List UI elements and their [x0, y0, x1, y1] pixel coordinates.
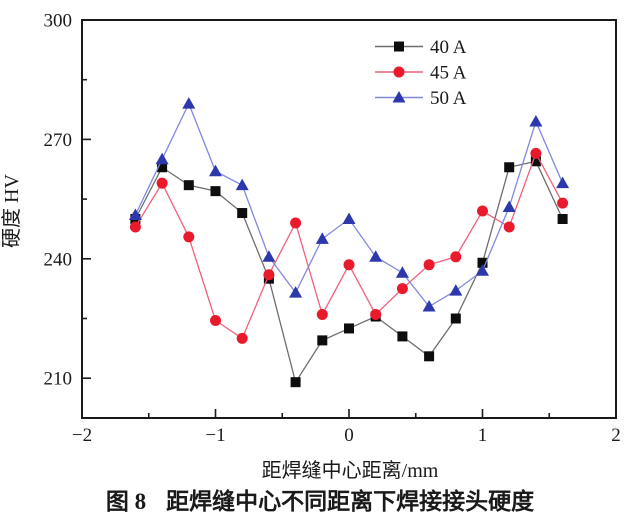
data-point — [530, 147, 542, 159]
data-point — [503, 221, 515, 233]
data-point — [183, 231, 195, 243]
data-point — [315, 232, 329, 244]
legend-label: 50 A — [430, 88, 467, 109]
data-point — [210, 186, 221, 197]
data-point — [422, 300, 436, 312]
y-tick-label: 270 — [44, 130, 73, 151]
x-tick-label: −1 — [205, 425, 225, 446]
data-point — [557, 214, 568, 224]
plot-area: −2 −1 0 1 2 210 240 270 300 40 A 45 A 50 A — [44, 11, 621, 447]
series-line — [134, 151, 564, 340]
data-point — [157, 162, 168, 173]
data-point — [316, 309, 328, 321]
data-point — [237, 208, 248, 219]
legend-marker — [393, 66, 405, 78]
legend-label: 45 A — [430, 63, 467, 84]
data-point — [289, 286, 303, 298]
data-point — [450, 251, 462, 263]
data-point — [235, 178, 249, 191]
y-tick-label: 210 — [44, 369, 73, 390]
x-axis-title: 距焊缝中心距离/mm — [262, 459, 439, 482]
x-tick-label: 0 — [344, 425, 354, 446]
legend-marker — [394, 41, 404, 52]
data-point — [156, 177, 168, 189]
data-point — [343, 259, 355, 271]
data-point — [477, 205, 488, 217]
x-tick-label: −2 — [72, 425, 92, 446]
data-point — [504, 162, 515, 173]
data-point — [210, 314, 221, 326]
data-point — [424, 351, 435, 362]
data-point — [423, 259, 435, 271]
data-point — [556, 176, 570, 189]
y-tick-label: 240 — [44, 249, 73, 270]
legend: 40 A 45 A 50 A — [375, 37, 467, 109]
data-point — [209, 164, 222, 177]
data-point — [450, 313, 461, 324]
data-point — [317, 335, 328, 346]
data-point — [342, 212, 356, 224]
data-point — [183, 180, 194, 191]
data-point — [262, 250, 276, 262]
data-point — [369, 250, 383, 262]
data-point — [502, 200, 516, 213]
figure-caption: 图 8 距焊缝中心不同距离下焊接接头硬度 — [106, 488, 535, 514]
data-point — [477, 257, 488, 268]
data-point — [397, 331, 408, 342]
data-point — [128, 208, 142, 221]
x-tick-label: 1 — [478, 425, 488, 446]
legend-marker — [392, 91, 406, 103]
legend-label: 40 A — [430, 37, 467, 58]
data-point — [530, 156, 541, 167]
data-point — [449, 284, 463, 296]
data-point — [344, 323, 354, 334]
data-point — [395, 266, 409, 278]
data-point — [557, 197, 569, 209]
data-point — [182, 97, 196, 109]
data-point — [155, 152, 169, 165]
x-tick-label: 2 — [611, 425, 621, 446]
data-point — [476, 264, 489, 276]
series-40A — [130, 156, 568, 388]
y-tick-label: 300 — [44, 11, 73, 32]
figure-caption-text: 距焊缝中心不同距离下焊接接头硬度 — [166, 488, 535, 514]
series-45A — [129, 147, 569, 344]
data-point — [396, 283, 408, 295]
data-point — [529, 114, 543, 127]
data-point — [290, 217, 302, 229]
y-axis-title: 硬度 HV — [0, 174, 23, 248]
data-point — [236, 332, 248, 344]
data-point — [263, 269, 275, 281]
data-point — [129, 221, 141, 233]
data-point — [370, 309, 382, 321]
series-50A — [128, 97, 570, 312]
figure-caption-number: 图 8 — [106, 489, 146, 514]
data-point — [290, 377, 301, 388]
